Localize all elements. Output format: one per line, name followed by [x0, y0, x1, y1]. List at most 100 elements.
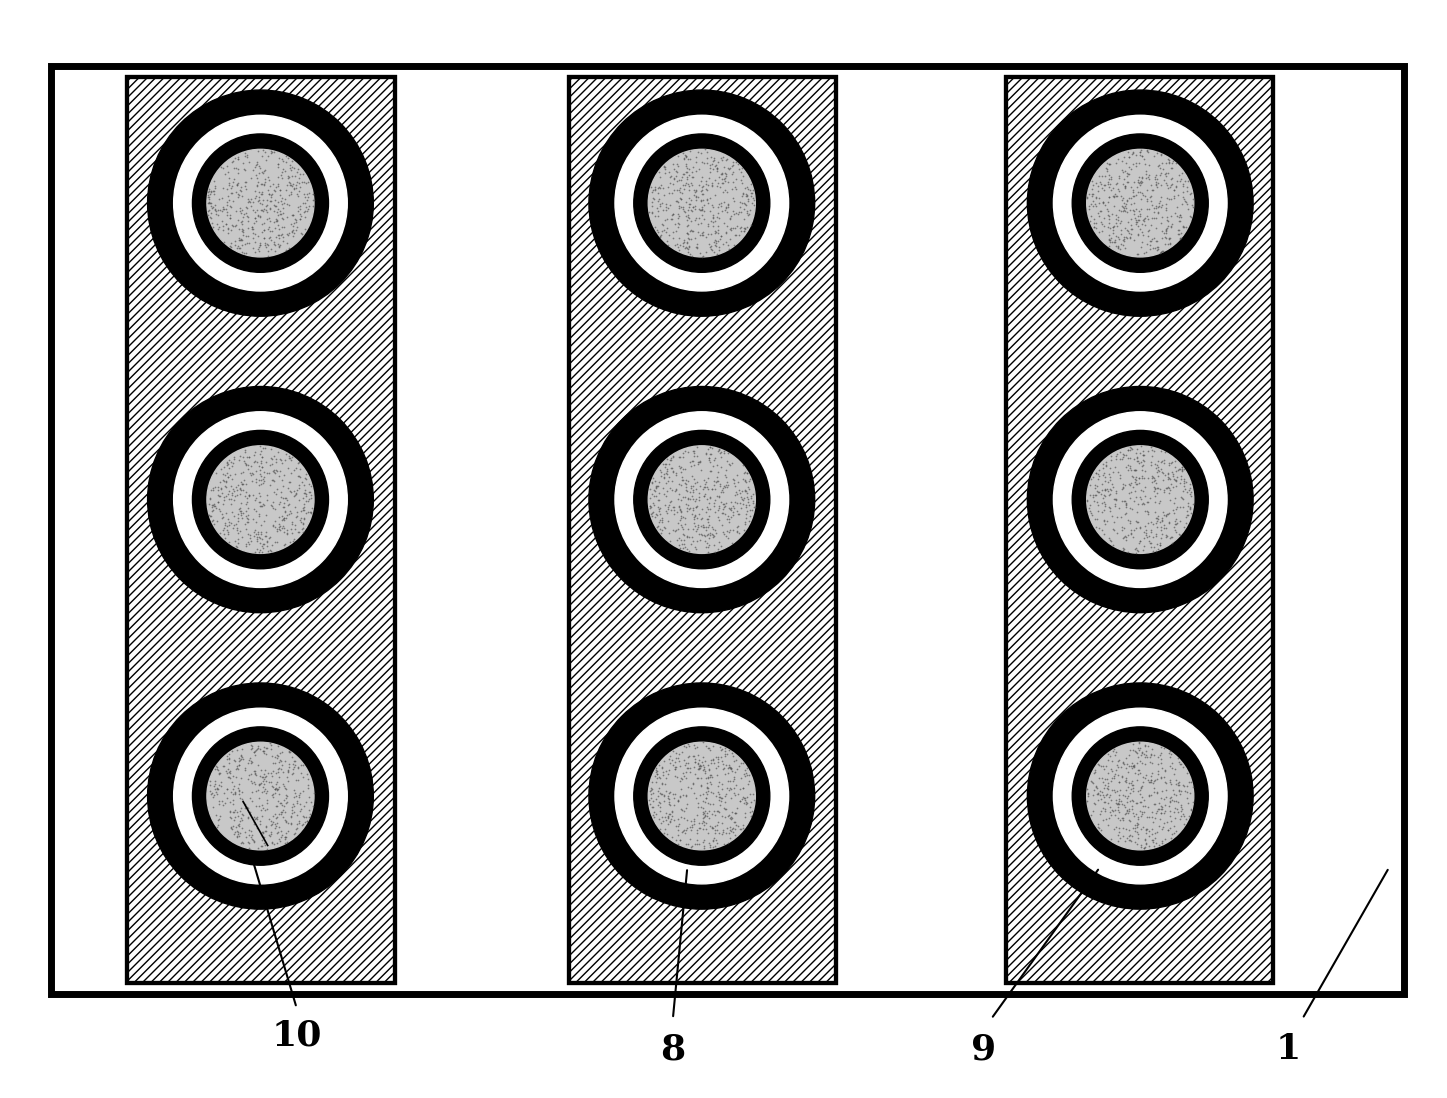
Point: [648, 179, 671, 197]
Point: [734, 515, 757, 533]
Point: [216, 157, 239, 175]
Point: [676, 760, 699, 777]
Point: [247, 183, 271, 201]
Point: [674, 754, 697, 772]
Point: [266, 193, 289, 211]
Point: [302, 191, 326, 209]
Point: [676, 500, 699, 517]
Point: [1129, 752, 1152, 770]
Point: [682, 747, 705, 764]
Point: [1098, 237, 1121, 255]
Point: [696, 225, 719, 243]
Point: [220, 742, 243, 760]
Point: [1119, 459, 1142, 477]
Point: [250, 186, 273, 203]
Point: [1155, 229, 1178, 247]
Point: [734, 179, 757, 197]
Point: [706, 199, 729, 216]
Point: [279, 505, 302, 523]
Point: [1134, 524, 1158, 541]
Point: [273, 217, 297, 235]
Point: [1168, 461, 1191, 479]
Point: [1121, 156, 1145, 173]
Point: [1146, 480, 1169, 497]
Point: [1100, 806, 1123, 824]
Point: [1181, 794, 1204, 811]
Point: [666, 235, 689, 253]
Point: [224, 538, 247, 556]
Point: [1106, 798, 1129, 816]
Point: [260, 497, 284, 515]
Point: [661, 462, 684, 480]
Point: [236, 506, 259, 524]
Point: [242, 501, 265, 518]
Point: [287, 771, 310, 788]
Point: [200, 197, 223, 214]
Point: [245, 502, 268, 519]
Point: [680, 247, 703, 265]
Point: [1121, 478, 1145, 495]
Point: [1143, 825, 1166, 842]
Point: [1130, 184, 1153, 202]
Point: [236, 809, 259, 827]
Point: [252, 496, 275, 514]
Point: [677, 778, 700, 796]
Point: [1088, 783, 1111, 800]
Point: [273, 163, 297, 180]
Point: [715, 452, 738, 470]
Point: [1117, 811, 1140, 829]
Point: [722, 506, 745, 524]
Point: [1152, 455, 1175, 472]
Point: [262, 181, 285, 199]
Point: [1127, 741, 1150, 759]
Point: [203, 773, 226, 791]
Point: [725, 776, 748, 794]
Point: [1090, 802, 1113, 819]
Point: [684, 540, 708, 558]
Point: [218, 198, 242, 215]
Point: [275, 520, 298, 538]
Point: [268, 753, 291, 771]
Point: [263, 220, 287, 237]
Point: [1163, 760, 1187, 777]
Point: [1160, 775, 1184, 793]
Point: [224, 515, 247, 533]
Point: [221, 192, 245, 210]
Point: [1098, 233, 1121, 250]
Point: [695, 785, 718, 803]
Point: [237, 227, 260, 245]
Point: [667, 197, 690, 214]
Point: [243, 762, 266, 780]
Point: [718, 500, 741, 517]
Point: [223, 808, 246, 826]
Point: [221, 766, 245, 784]
Point: [644, 763, 667, 781]
Point: [234, 495, 258, 513]
Point: [245, 741, 268, 759]
Point: [1142, 542, 1165, 560]
Point: [712, 836, 735, 853]
Point: [650, 508, 673, 526]
Point: [722, 780, 745, 797]
Point: [253, 161, 276, 179]
Point: [233, 160, 256, 178]
Point: [725, 226, 748, 244]
Point: [1088, 172, 1111, 190]
Point: [1133, 797, 1156, 815]
Point: [1152, 503, 1175, 520]
Point: [1097, 217, 1120, 235]
Point: [679, 830, 702, 848]
Point: [1155, 199, 1178, 216]
Point: [253, 768, 276, 785]
Point: [713, 200, 737, 217]
Point: [693, 527, 716, 545]
Point: [285, 793, 308, 810]
Point: [693, 141, 716, 158]
Point: [686, 223, 709, 240]
Point: [1171, 217, 1194, 235]
Point: [644, 479, 667, 496]
Point: [1153, 483, 1176, 501]
Point: [708, 488, 731, 505]
Point: [716, 764, 739, 782]
Point: [705, 524, 728, 541]
